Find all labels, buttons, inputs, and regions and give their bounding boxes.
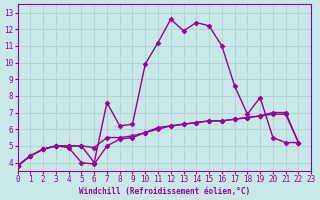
X-axis label: Windchill (Refroidissement éolien,°C): Windchill (Refroidissement éolien,°C) [79, 187, 250, 196]
